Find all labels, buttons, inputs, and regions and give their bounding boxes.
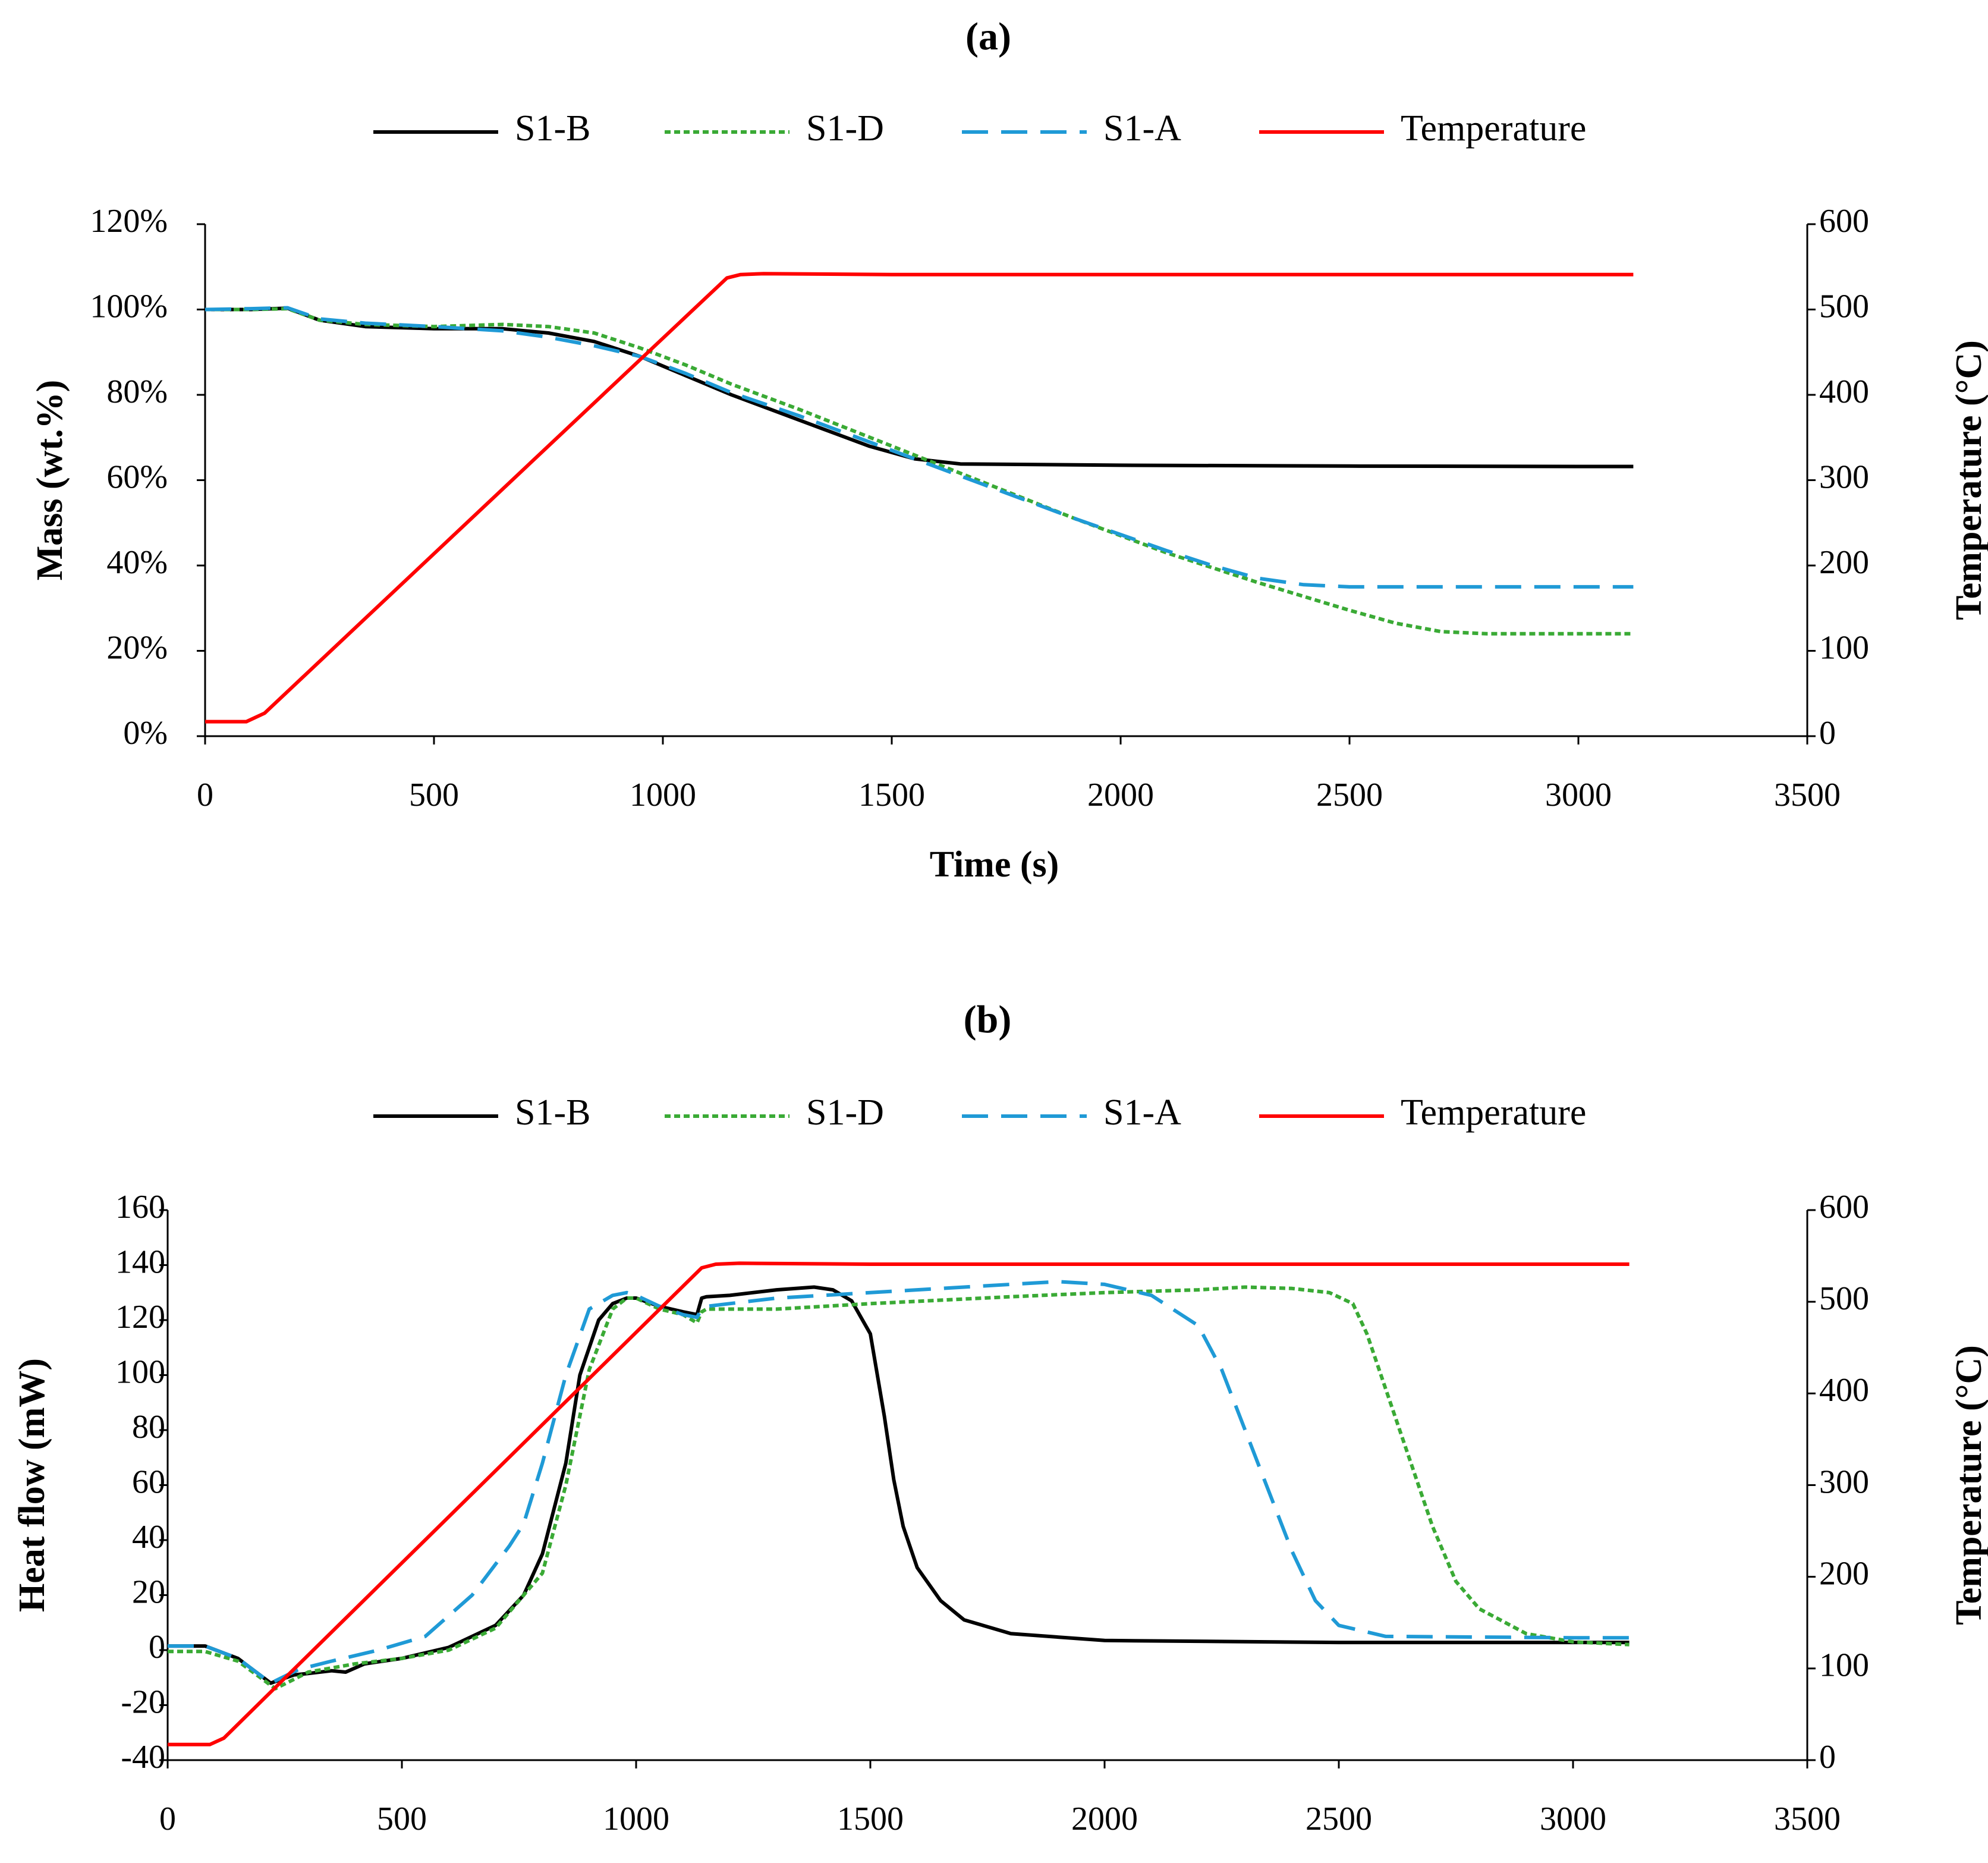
y-tick-label: 100% — [90, 288, 168, 325]
x-tick-label: 3000 — [1540, 1801, 1606, 1837]
x-tick-label: 2500 — [1316, 777, 1383, 813]
x-tick-label: 3500 — [1774, 1801, 1841, 1837]
legend-label: Temperature — [1401, 1092, 1586, 1133]
y2-tick-label: 400 — [1819, 1372, 1869, 1409]
y-tick-label: -40 — [121, 1739, 165, 1776]
y-tick-label: 100 — [115, 1353, 165, 1390]
y2-tick-label: 300 — [1819, 458, 1869, 495]
y-tick-label: 20% — [106, 629, 168, 666]
legend-label: S1-A — [1103, 1092, 1181, 1133]
y2-tick-label: 0 — [1819, 1739, 1836, 1776]
x-tick-label: 2000 — [1087, 777, 1154, 813]
legend-label: S1-B — [515, 108, 590, 149]
series-line-s1-a — [168, 1280, 1630, 1685]
y2-tick-label: 0 — [1819, 715, 1836, 752]
series-line-s1-a — [205, 306, 1634, 589]
x-tick-label: 0 — [197, 777, 213, 813]
y-tick-label: 40 — [132, 1519, 165, 1556]
y-tick-label: 20 — [132, 1573, 165, 1610]
series-line-temperature — [168, 1261, 1630, 1746]
series-line-s1-d — [168, 1285, 1630, 1691]
y-tick-label: 80 — [132, 1409, 165, 1446]
y-tick-label: 120% — [90, 203, 168, 240]
series-line-s1-b — [205, 306, 1634, 469]
y2-tick-label: 200 — [1819, 544, 1869, 581]
y-tick-label: 0% — [123, 715, 168, 752]
y2-tick-label: 600 — [1819, 203, 1869, 240]
y-axis-label: Heat flow (mW) — [12, 1358, 52, 1612]
chart-title: (b) — [964, 998, 1012, 1041]
y2-axis-label: Temperature (°C) — [1949, 1345, 1988, 1625]
legend-label: S1-D — [806, 1092, 884, 1133]
x-tick-label: 2000 — [1071, 1801, 1138, 1837]
chart-title: (a) — [965, 15, 1011, 58]
x-tick-label: 3500 — [1774, 777, 1841, 813]
y2-tick-label: 500 — [1819, 288, 1869, 325]
x-tick-label: 0 — [159, 1801, 176, 1837]
x-tick-label: 500 — [377, 1801, 427, 1837]
y2-axis-label: Temperature (°C) — [1949, 340, 1988, 620]
y-tick-label: 160 — [115, 1189, 165, 1226]
y2-tick-label: 300 — [1819, 1463, 1869, 1500]
y2-tick-label: 600 — [1819, 1189, 1869, 1226]
y2-tick-label: 500 — [1819, 1280, 1869, 1317]
x-tick-label: 1500 — [837, 1801, 904, 1837]
y-tick-label: 80% — [106, 373, 168, 410]
series-line-s1-b — [168, 1285, 1630, 1685]
y2-tick-label: 100 — [1819, 1647, 1869, 1684]
x-tick-label: 1500 — [858, 777, 925, 813]
y2-tick-label: 100 — [1819, 629, 1869, 666]
y-tick-label: -20 — [121, 1683, 165, 1720]
series-line-s1-d — [205, 307, 1634, 636]
series-line-temperature — [205, 272, 1634, 724]
legend-label: S1-B — [515, 1092, 590, 1133]
x-tick-label: 2500 — [1306, 1801, 1372, 1837]
legend-label: S1-A — [1103, 108, 1181, 149]
y-tick-label: 60% — [106, 458, 168, 495]
x-tick-label: 1000 — [630, 777, 696, 813]
y-axis-label: Mass (wt.%) — [30, 380, 70, 581]
legend-label: S1-D — [806, 108, 884, 149]
y-tick-label: 120 — [115, 1299, 165, 1336]
legend-label: Temperature — [1401, 108, 1586, 149]
x-axis-label: Time (s) — [930, 844, 1059, 885]
x-tick-label: 3000 — [1545, 777, 1612, 813]
x-tick-label: 500 — [409, 777, 459, 813]
y-tick-label: 0 — [149, 1629, 165, 1666]
x-tick-label: 1000 — [603, 1801, 669, 1837]
y-tick-label: 60 — [132, 1463, 165, 1500]
y-tick-label: 40% — [106, 544, 168, 581]
y2-tick-label: 400 — [1819, 373, 1869, 410]
y2-tick-label: 200 — [1819, 1556, 1869, 1592]
y-tick-label: 140 — [115, 1243, 165, 1280]
